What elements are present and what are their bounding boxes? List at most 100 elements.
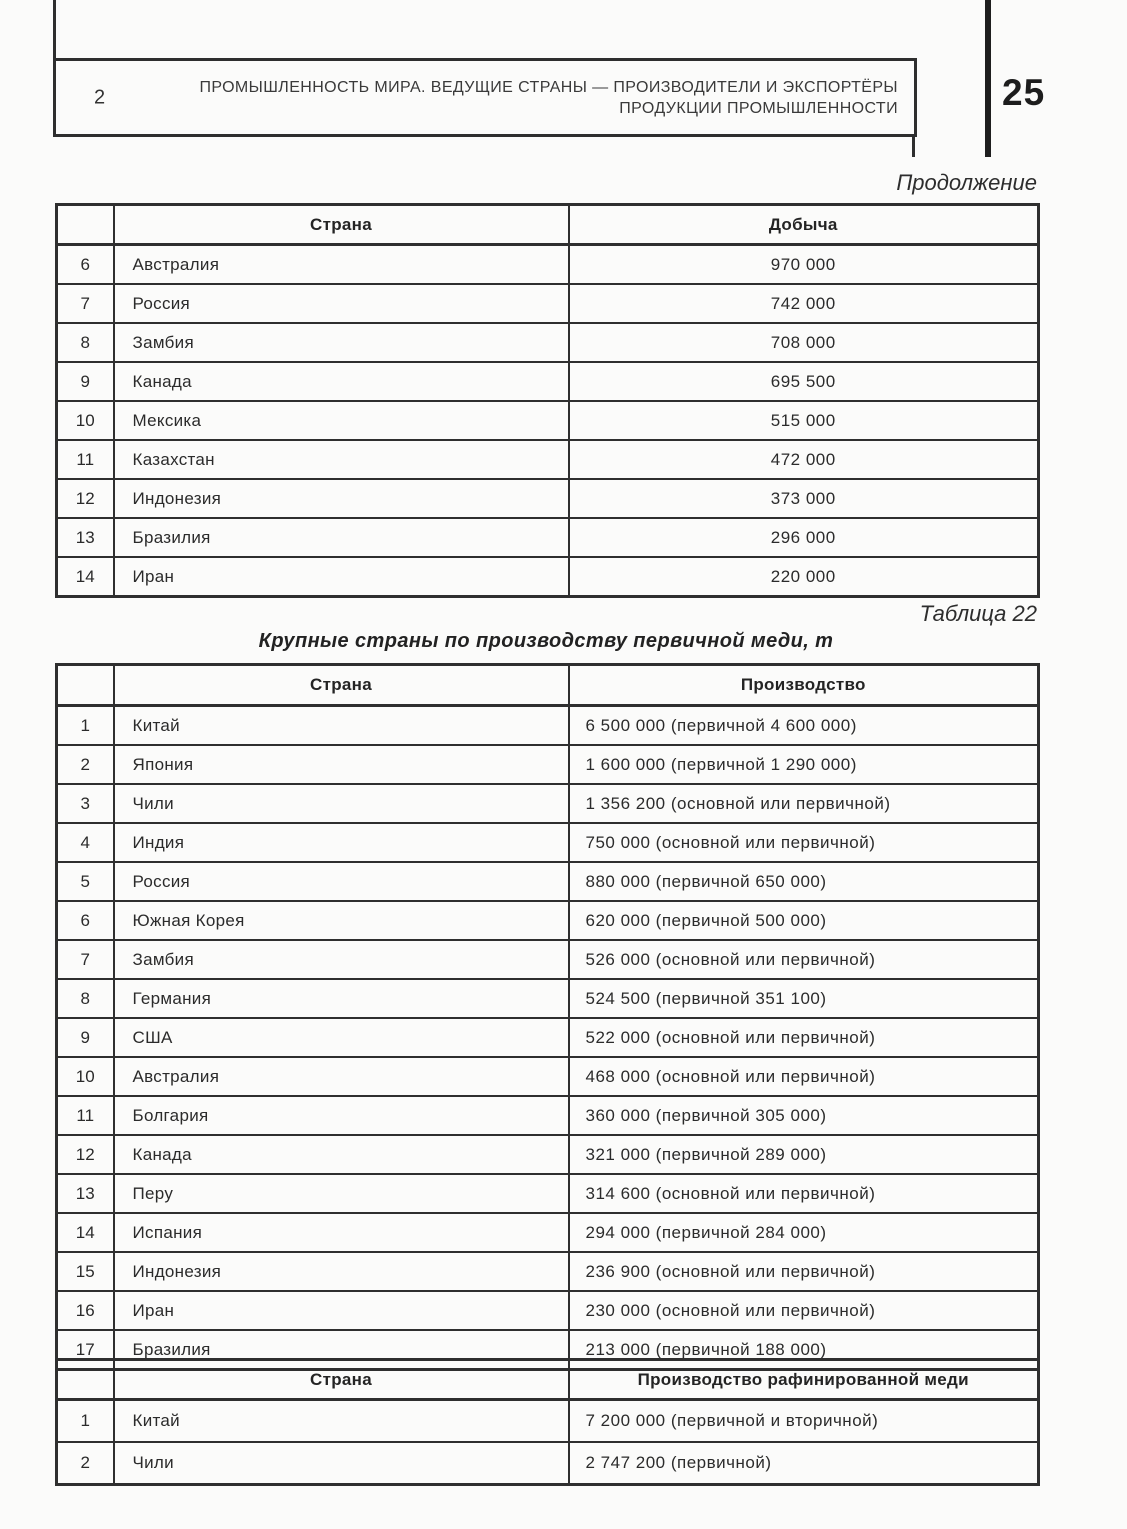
table-row: 13 Перу 314 600 (основной или первичной) bbox=[55, 1173, 1040, 1214]
country-cell: Перу bbox=[112, 1173, 570, 1214]
running-title: ПРОМЫШЛЕННОСТЬ МИРА. ВЕДУЩИЕ СТРАНЫ — ПР… bbox=[56, 77, 914, 119]
table-row: 5 Россия 880 000 (первичной 650 000) bbox=[55, 861, 1040, 902]
table-row: 12 Индонезия 373 000 bbox=[55, 478, 1040, 519]
mining-table: Страна Добыча 6 Австралия 970 000 7 Россия 7… bbox=[55, 203, 1040, 598]
row-number: 1 bbox=[55, 704, 115, 746]
value-cell: 524 500 (первичной 351 100) bbox=[567, 978, 1040, 1019]
country-cell: Китай bbox=[112, 704, 570, 746]
country-cell: Казахстан bbox=[112, 439, 570, 480]
table-row: 10 Австралия 468 000 (основной или первичн… bbox=[55, 1056, 1040, 1097]
table-row: 9 США 522 000 (основной или первичной) bbox=[55, 1017, 1040, 1058]
country-cell: Россия bbox=[112, 861, 570, 902]
value-cell: 522 000 (основной или первичной) bbox=[567, 1017, 1040, 1058]
table-row: 6 Южная Корея 620 000 (первичной 500 000) bbox=[55, 900, 1040, 941]
value-cell: 1 600 000 (первичной 1 290 000) bbox=[567, 744, 1040, 785]
country-cell: Австралия bbox=[112, 1056, 570, 1097]
table-row: 7 Россия 742 000 bbox=[55, 283, 1040, 324]
row-number: 2 bbox=[55, 1441, 115, 1486]
country-cell: Южная Корея bbox=[112, 900, 570, 941]
row-number: 2 bbox=[55, 744, 115, 785]
table-header-row: Страна Производство рафинированной меди bbox=[55, 1358, 1040, 1401]
country-cell: Индонезия bbox=[112, 478, 570, 519]
value-column-header: Производство рафинированной меди bbox=[567, 1358, 1040, 1401]
value-cell: 472 000 bbox=[567, 439, 1040, 480]
row-number: 12 bbox=[55, 478, 115, 519]
row-number: 13 bbox=[55, 1173, 115, 1214]
page-column-divider bbox=[985, 0, 991, 157]
value-cell: 230 000 (основной или первичной) bbox=[567, 1290, 1040, 1331]
table-row: 8 Германия 524 500 (первичной 351 100) bbox=[55, 978, 1040, 1019]
country-cell: Иран bbox=[112, 556, 570, 598]
country-cell: Болгария bbox=[112, 1095, 570, 1136]
row-number: 6 bbox=[55, 243, 115, 285]
value-cell: 236 900 (основной или первичной) bbox=[567, 1251, 1040, 1292]
table-header-row: Страна Добыча bbox=[55, 203, 1040, 246]
value-cell: 296 000 bbox=[567, 517, 1040, 558]
num-column-header bbox=[55, 203, 115, 246]
row-number: 13 bbox=[55, 517, 115, 558]
continuation-label: Продолжение bbox=[896, 170, 1037, 195]
value-cell: 742 000 bbox=[567, 283, 1040, 324]
row-number: 14 bbox=[55, 1212, 115, 1253]
page-number: 25 bbox=[1002, 72, 1046, 113]
row-number: 8 bbox=[55, 322, 115, 363]
table-row: 14 Испания 294 000 (первичной 284 000) bbox=[55, 1212, 1040, 1253]
value-cell: 373 000 bbox=[567, 478, 1040, 519]
row-number: 10 bbox=[55, 1056, 115, 1097]
value-cell: 970 000 bbox=[567, 243, 1040, 285]
country-cell: Германия bbox=[112, 978, 570, 1019]
country-cell: Иран bbox=[112, 1290, 570, 1331]
row-number: 6 bbox=[55, 900, 115, 941]
value-cell: 294 000 (первичной 284 000) bbox=[567, 1212, 1040, 1253]
row-number: 7 bbox=[55, 939, 115, 980]
value-cell: 2 747 200 (первичной) bbox=[567, 1441, 1040, 1486]
table-row: 16 Иран 230 000 (основной или первичной) bbox=[55, 1290, 1040, 1331]
table-row: 15 Индонезия 236 900 (основной или первичн… bbox=[55, 1251, 1040, 1292]
table-row: 2 Чили 2 747 200 (первичной) bbox=[55, 1441, 1040, 1486]
table-row: 11 Казахстан 472 000 bbox=[55, 439, 1040, 480]
country-column-header: Страна bbox=[112, 1358, 570, 1401]
value-cell: 314 600 (основной или первичной) bbox=[567, 1173, 1040, 1214]
row-number: 14 bbox=[55, 556, 115, 598]
value-cell: 880 000 (первичной 650 000) bbox=[567, 861, 1040, 902]
row-number: 5 bbox=[55, 861, 115, 902]
page-edge-line-left bbox=[53, 0, 56, 60]
country-cell: Япония bbox=[112, 744, 570, 785]
header-box-tail bbox=[912, 135, 915, 157]
table-title: Крупные страны по производству первичной… bbox=[258, 630, 834, 652]
table-row: 7 Замбия 526 000 (основной или первичной) bbox=[55, 939, 1040, 980]
country-cell: Канада bbox=[112, 1134, 570, 1175]
value-cell: 515 000 bbox=[567, 400, 1040, 441]
table-row: 4 Индия 750 000 (основной или первичной) bbox=[55, 822, 1040, 863]
table-row: 3 Чили 1 356 200 (основной или первичной) bbox=[55, 783, 1040, 824]
row-number: 1 bbox=[55, 1398, 115, 1443]
country-cell: Индонезия bbox=[112, 1251, 570, 1292]
value-cell: 526 000 (основной или первичной) bbox=[567, 939, 1040, 980]
running-title-line2: ПРОДУКЦИИ ПРОМЫШЛЕННОСТИ bbox=[619, 99, 898, 117]
country-cell: Индия bbox=[112, 822, 570, 863]
row-number: 11 bbox=[55, 439, 115, 480]
running-header: 2 ПРОМЫШЛЕННОСТЬ МИРА. ВЕДУЩИЕ СТРАНЫ — … bbox=[53, 58, 917, 137]
country-cell: Замбия bbox=[112, 939, 570, 980]
country-cell: Канада bbox=[112, 361, 570, 402]
row-number: 12 bbox=[55, 1134, 115, 1175]
country-column-header: Страна bbox=[112, 203, 570, 246]
row-number: 4 bbox=[55, 822, 115, 863]
row-number: 7 bbox=[55, 283, 115, 324]
table-row: 1 Китай 6 500 000 (первичной 4 600 000) bbox=[55, 704, 1040, 746]
num-column-header bbox=[55, 1358, 115, 1401]
value-cell: 321 000 (первичной 289 000) bbox=[567, 1134, 1040, 1175]
value-cell: 220 000 bbox=[567, 556, 1040, 598]
table-header-row: Страна Производство bbox=[55, 663, 1040, 707]
value-cell: 1 356 200 (основной или первичной) bbox=[567, 783, 1040, 824]
table-row: 6 Австралия 970 000 bbox=[55, 243, 1040, 285]
value-cell: 7 200 000 (первичной и вторичной) bbox=[567, 1398, 1040, 1443]
primary-copper-table: Страна Производство 1 Китай 6 500 000 (пер… bbox=[55, 663, 1040, 1371]
table-row: 2 Япония 1 600 000 (первичной 1 290 000) bbox=[55, 744, 1040, 785]
country-cell: Китай bbox=[112, 1398, 570, 1443]
table-number-label: Таблица 22 bbox=[919, 601, 1037, 626]
row-number: 8 bbox=[55, 978, 115, 1019]
num-column-header bbox=[55, 663, 115, 707]
value-column-header: Добыча bbox=[567, 203, 1040, 246]
table-row: 9 Канада 695 500 bbox=[55, 361, 1040, 402]
